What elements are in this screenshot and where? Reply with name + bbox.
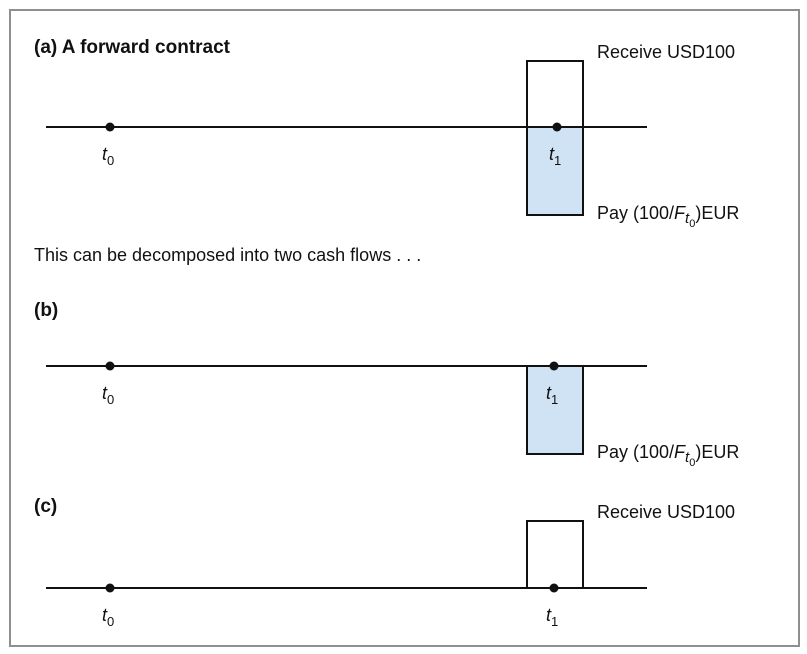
panel-b: (b) t0 t1 Pay (100/Ft0)EUR [34,300,739,469]
panel-a-pay-bar [526,126,584,216]
panel-a-t0-label: t0 [102,144,114,168]
panel-c-t0-label: t0 [102,605,114,629]
panel-b-pay-label: Pay (100/Ft0)EUR [597,442,739,469]
panel-c-title: (c) [34,496,57,517]
panel-b-pay-bar [526,365,584,455]
panel-c: (c) t0 t1 Receive USD100 [34,496,735,629]
decomposition-caption: This can be decomposed into two cash flo… [34,245,421,265]
panel-a-receive-label: Receive USD100 [597,42,735,62]
panel-c-t0-dot [105,583,115,593]
panel-b-t0-dot [105,361,115,371]
panel-c-receive-label: Receive USD100 [597,502,735,522]
panel-a-t1-dot [552,122,562,132]
diagram-frame [9,9,800,647]
panel-b-t0-label: t0 [102,383,114,407]
panel-c-t1-dot [549,583,559,593]
panel-b-t1-dot [549,361,559,371]
panel-a-receive-bar [526,60,584,128]
panel-a: (a) A forward contract t0 t1 Receive USD… [34,37,739,230]
panel-c-t1-label: t1 [546,605,558,629]
panel-a-t1-label: t1 [549,144,561,168]
panel-b-t1-label: t1 [546,383,558,407]
panel-a-t0-dot [105,122,115,132]
panel-c-receive-bar [526,520,584,589]
panel-b-title: (b) [34,300,58,321]
panel-a-pay-label: Pay (100/Ft0)EUR [597,203,739,230]
panel-a-title: (a) A forward contract [34,37,231,58]
